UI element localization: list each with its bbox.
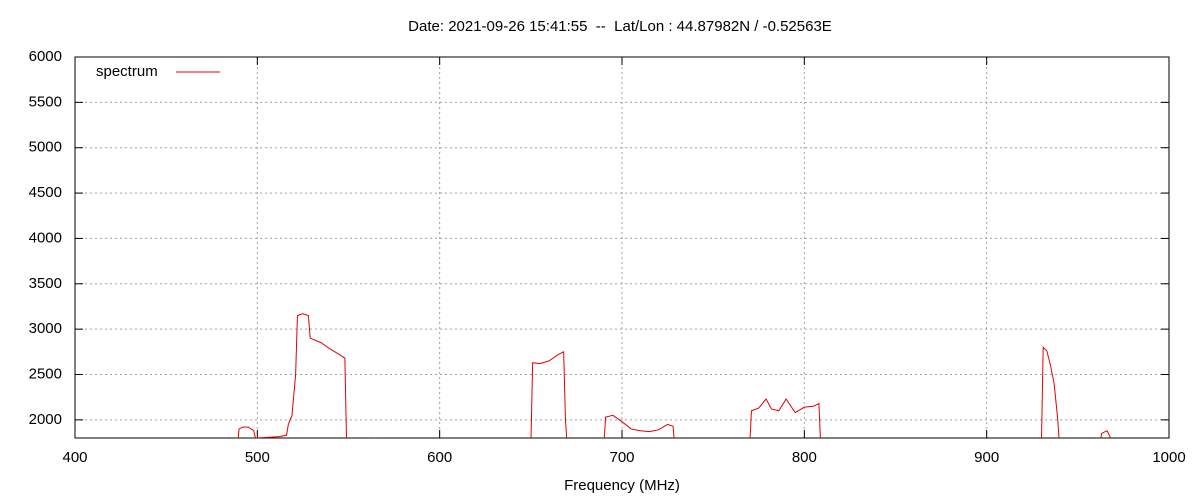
y-tick-label: 6000: [29, 48, 62, 65]
x-tick-label: 400: [62, 449, 87, 466]
y-tick-label: 5500: [29, 93, 62, 110]
y-tick-label: 4000: [29, 229, 62, 246]
y-tick-label: 2500: [29, 365, 62, 382]
y-tick-label: 3500: [29, 275, 62, 292]
x-tick-label: 900: [974, 449, 999, 466]
legend-label: spectrum: [96, 63, 158, 80]
y-tick-label: 3000: [29, 320, 62, 337]
x-axis-label: Frequency (MHz): [564, 477, 680, 494]
y-tick-label: 4500: [29, 184, 62, 201]
x-tick-label: 1000: [1152, 449, 1185, 466]
x-tick-label: 700: [609, 449, 634, 466]
x-tick-label: 500: [245, 449, 270, 466]
y-tick-label: 5000: [29, 139, 62, 156]
spectrum-line: [237, 313, 1112, 438]
x-tick-label: 600: [427, 449, 452, 466]
chart-title: Date: 2021-09-26 15:41:55 -- Lat/Lon : 4…: [408, 18, 832, 35]
x-tick-label: 800: [792, 449, 817, 466]
plot-frame: [74, 56, 1170, 439]
y-tick-label: 2000: [29, 411, 62, 428]
